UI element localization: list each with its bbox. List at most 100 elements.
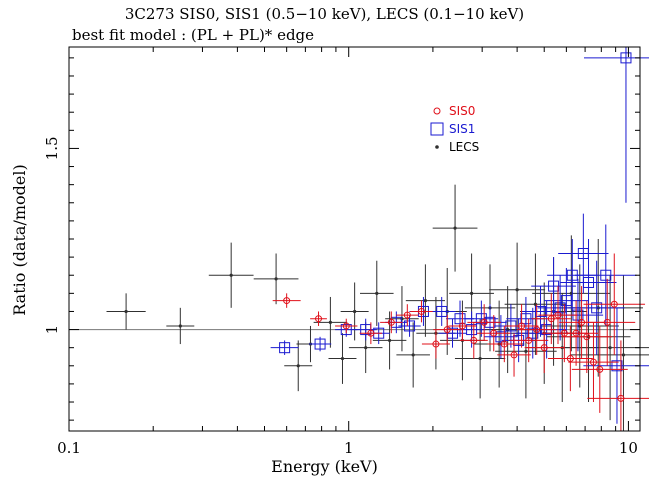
- square-marker: [600, 269, 612, 281]
- chart-subtitle: best fit model : (PL + PL)* edge: [72, 26, 315, 44]
- circle-marker: [554, 311, 562, 319]
- circle-marker: [432, 340, 440, 348]
- dot-marker: [621, 353, 626, 357]
- data-point-sis1: [531, 257, 576, 316]
- dot-marker: [469, 291, 474, 295]
- dot-marker: [328, 320, 332, 324]
- dot-marker: [229, 273, 233, 277]
- circle-marker: [617, 394, 625, 402]
- circle-marker: [610, 300, 618, 308]
- data-point-sis1: [568, 260, 625, 355]
- data-point-sis1: [308, 336, 332, 352]
- data-point-sis0: [380, 311, 403, 334]
- data-point-sis0: [568, 322, 619, 403]
- data-point-sis0: [459, 322, 488, 359]
- circle-marker: [572, 329, 580, 337]
- dot-marker: [411, 353, 415, 357]
- circle-marker: [470, 336, 478, 344]
- data-point-lecs: [360, 260, 394, 326]
- dot-marker: [353, 309, 357, 314]
- dot-marker: [364, 346, 368, 350]
- data-point-lecs: [253, 253, 299, 305]
- legend-item-sis0: SIS0: [433, 104, 475, 118]
- data-point-lecs: [454, 318, 506, 399]
- data-point-sis1: [270, 340, 299, 355]
- legend-label: LECS: [449, 140, 479, 154]
- data-point-sis0: [359, 322, 383, 345]
- square-marker: [535, 305, 547, 317]
- circle-marker: [518, 322, 526, 330]
- square-marker: [591, 302, 603, 314]
- legend-label: SIS1: [449, 122, 475, 136]
- dot-marker: [423, 298, 427, 303]
- square-marker: [466, 324, 478, 336]
- data-point-sis0: [524, 322, 564, 374]
- dot-marker: [453, 226, 457, 230]
- data-point-sis1: [398, 315, 421, 337]
- data-point-sis0: [335, 318, 358, 334]
- series-sis1: [270, 47, 649, 424]
- legend-item-lecs: LECS: [435, 140, 479, 154]
- circle-marker: [490, 329, 498, 337]
- circle-marker: [510, 351, 518, 359]
- legend-square-marker: [430, 122, 444, 136]
- data-point-sis0: [467, 304, 501, 341]
- circle-marker: [525, 336, 533, 344]
- data-point-lecs: [396, 322, 430, 388]
- circle-marker: [603, 318, 611, 326]
- data-point-lecs: [340, 282, 369, 341]
- x-tick-label: 1: [344, 439, 354, 457]
- dot-marker: [274, 277, 278, 281]
- data-point-sis0: [421, 329, 450, 359]
- circle-marker: [566, 355, 574, 363]
- circle-marker: [480, 318, 488, 326]
- data-point-lecs: [405, 264, 445, 337]
- data-point-sis0: [504, 304, 539, 348]
- legend-item-sis1: SIS1: [430, 122, 475, 136]
- plot-frame: [68, 46, 641, 432]
- data-point-sis0: [509, 318, 549, 363]
- square-marker: [548, 280, 560, 292]
- data-point-lecs: [284, 340, 313, 392]
- circle-marker: [533, 326, 541, 334]
- circle-marker: [417, 307, 425, 315]
- square-marker: [279, 342, 291, 354]
- x-tick-label: 0.1: [57, 439, 81, 457]
- data-point-sis0: [517, 304, 557, 355]
- dot-marker: [478, 356, 482, 361]
- square-marker: [527, 327, 539, 339]
- data-point-sis1: [464, 300, 499, 337]
- circle-marker: [367, 329, 375, 337]
- dot-marker: [375, 291, 379, 295]
- data-point-sis0: [410, 300, 433, 323]
- square-marker: [436, 305, 448, 317]
- dot-marker: [515, 288, 519, 292]
- data-point-sis0: [553, 300, 599, 366]
- circle-marker: [583, 333, 591, 341]
- circle-marker: [547, 315, 555, 323]
- circle-marker: [387, 318, 395, 326]
- data-point-sis0: [579, 278, 636, 366]
- data-point-sis0: [310, 311, 327, 326]
- data-point-sis0: [583, 253, 646, 355]
- data-point-lecs: [328, 333, 357, 384]
- y-tick-label: 1: [43, 325, 61, 335]
- legend-dot-marker: [435, 145, 439, 149]
- dot-marker: [524, 349, 528, 353]
- dot-marker: [178, 324, 182, 328]
- data-point-lecs: [166, 307, 195, 345]
- data-point-sis0: [476, 315, 511, 352]
- dot-marker: [124, 309, 128, 314]
- data-point-sis1: [584, 47, 649, 203]
- y-tick-label: 1.5: [43, 137, 61, 161]
- data-point-lecs: [385, 286, 419, 352]
- square-marker: [314, 338, 326, 350]
- circle-marker: [403, 311, 411, 319]
- x-axis-label: Energy (keV): [271, 457, 378, 476]
- square-marker: [404, 320, 416, 332]
- circle-marker: [443, 326, 451, 334]
- circle-marker: [589, 358, 597, 366]
- circle-marker: [596, 365, 604, 373]
- data-point-sis0: [538, 286, 578, 345]
- chart-title: 3C273 SIS0, SIS1 (0.5−10 keV), LECS (0.1…: [124, 5, 525, 23]
